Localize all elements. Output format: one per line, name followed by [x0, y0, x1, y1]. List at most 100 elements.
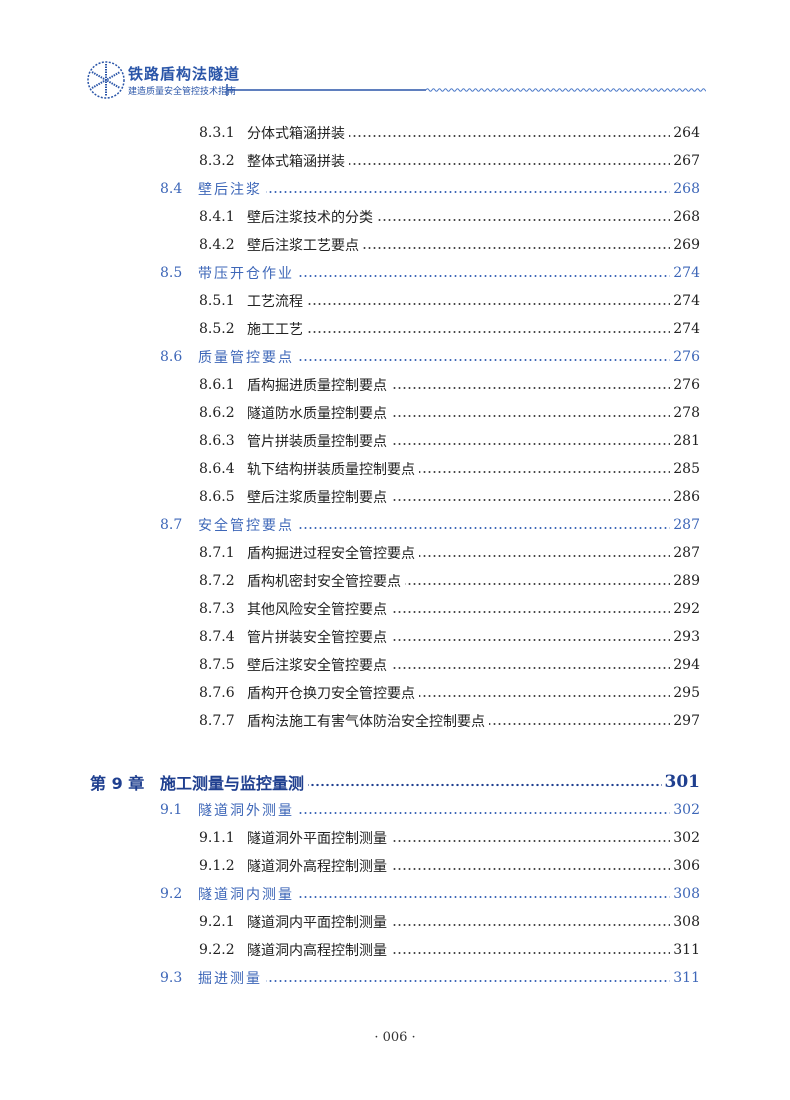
toc-entry[interactable]: 第 9 章 施工测量与监控量测 301: [0, 768, 790, 796]
entry-page: 268: [670, 181, 700, 197]
entry-title: 隧道洞外测量: [198, 800, 298, 820]
toc-entry[interactable]: 8.5.2 施工工艺 274: [0, 315, 790, 343]
entry-number: 8.3.1: [199, 125, 235, 141]
dot-leader: [198, 964, 698, 992]
toc-entry[interactable]: 8.7.2 盾构机密封安全管控要点 289: [0, 567, 790, 595]
entry-number: 8.7.5: [199, 657, 235, 673]
entry-page: 306: [670, 858, 700, 874]
entry-title: 带压开仓作业: [198, 263, 298, 283]
toc-entry[interactable]: 8.7 安全管控要点 287: [0, 511, 790, 539]
entry-number: 8.6.2: [199, 405, 235, 421]
entry-title: 壁后注浆技术的分类: [247, 207, 377, 227]
entry-page: 287: [670, 545, 700, 561]
toc-entry[interactable]: 8.7.5 壁后注浆安全管控要点 294: [0, 651, 790, 679]
entry-number: 8.7.2: [199, 573, 235, 589]
entry-number: 8.6.1: [199, 377, 235, 393]
toc-entry[interactable]: 8.7.7 盾构法施工有害气体防治安全控制要点 297: [0, 707, 790, 735]
entry-page: 264: [670, 125, 700, 141]
entry-number: 8.7.7: [199, 713, 235, 729]
entry-page: 286: [670, 489, 700, 505]
toc-entry[interactable]: 8.6.1 盾构掘进质量控制要点 276: [0, 371, 790, 399]
toc-entry[interactable]: 8.4 壁后注浆 268: [0, 175, 790, 203]
entry-page: 269: [670, 237, 700, 253]
entry-title: 壁后注浆质量控制要点: [247, 487, 391, 507]
entry-title: 盾构开仓换刀安全管控要点: [247, 683, 419, 703]
entry-title: 隧道防水质量控制要点: [247, 403, 391, 423]
entry-number: 8.7.1: [199, 545, 235, 561]
toc-entry[interactable]: 9.2 隧道洞内测量 308: [0, 880, 790, 908]
entry-title: 壁后注浆: [198, 179, 266, 199]
page-number: · 006 ·: [374, 1030, 416, 1045]
table-of-contents: 8.3.1 分体式箱涵拼装 264 8.3.2 整体式箱涵拼装 267 8.4 …: [0, 119, 790, 992]
toc-entry[interactable]: 8.7.4 管片拼装安全管控要点 293: [0, 623, 790, 651]
running-header: 铁路盾构法隧道 建造质量安全管控技术指南: [86, 60, 706, 106]
entry-page: 302: [670, 802, 700, 818]
entry-page: 268: [670, 209, 700, 225]
entry-title: 隧道洞外高程控制测量: [247, 856, 391, 876]
entry-title: 隧道洞内平面控制测量: [247, 912, 391, 932]
entry-page: 285: [670, 461, 700, 477]
toc-entry[interactable]: 8.5.1 工艺流程 274: [0, 287, 790, 315]
entry-number: 8.7: [160, 517, 183, 533]
dot-leader: [247, 287, 698, 315]
entry-title: 施工工艺: [247, 319, 307, 339]
toc-entry[interactable]: 8.4.2 壁后注浆工艺要点 269: [0, 231, 790, 259]
entry-number: 8.6.3: [199, 433, 235, 449]
toc-entry[interactable]: 8.7.1 盾构掘进过程安全管控要点 287: [0, 539, 790, 567]
entry-page: 302: [670, 830, 700, 846]
toc-entry[interactable]: 9.1.1 隧道洞外平面控制测量 302: [0, 824, 790, 852]
entry-number: 9.1: [160, 802, 183, 818]
toc-entry[interactable]: 8.6 质量管控要点 276: [0, 343, 790, 371]
toc-entry[interactable]: 8.3.2 整体式箱涵拼装 267: [0, 147, 790, 175]
entry-title: 盾构机密封安全管控要点: [247, 571, 405, 591]
entry-number: 8.7.6: [199, 685, 235, 701]
entry-page: 308: [670, 914, 700, 930]
toc-entry[interactable]: 9.1.2 隧道洞外高程控制测量 306: [0, 852, 790, 880]
entry-number: 9.2.1: [199, 914, 235, 930]
book-title: 铁路盾构法隧道: [128, 65, 241, 83]
entry-page: 294: [670, 657, 700, 673]
toc-entry[interactable]: 8.6.4 轨下结构拼装质量控制要点 285: [0, 455, 790, 483]
entry-number: 9.2: [160, 886, 183, 902]
entry-number: 9.3: [160, 970, 183, 986]
toc-entry[interactable]: 8.6.2 隧道防水质量控制要点 278: [0, 399, 790, 427]
entry-page: 311: [670, 942, 700, 958]
toc-entry[interactable]: 9.2.2 隧道洞内高程控制测量 311: [0, 936, 790, 964]
tunnel-segment-logo-icon: [87, 61, 125, 99]
toc-entry[interactable]: 8.5 带压开仓作业 274: [0, 259, 790, 287]
toc-entry[interactable]: 9.2.1 隧道洞内平面控制测量 308: [0, 908, 790, 936]
entry-page: 274: [670, 321, 700, 337]
toc-entry[interactable]: 9.1 隧道洞外测量 302: [0, 796, 790, 824]
entry-title: 隧道洞外平面控制测量: [247, 828, 391, 848]
entry-title: 隧道洞内测量: [198, 884, 298, 904]
entry-number: 8.7.3: [199, 601, 235, 617]
entry-title: 壁后注浆安全管控要点: [247, 655, 391, 675]
entry-number: 第 9 章: [90, 774, 145, 793]
toc-entry[interactable]: 8.4.1 壁后注浆技术的分类 268: [0, 203, 790, 231]
entry-number: 8.4.2: [199, 237, 235, 253]
entry-title: 工艺流程: [247, 291, 307, 311]
toc-entry[interactable]: 8.3.1 分体式箱涵拼装 264: [0, 119, 790, 147]
entry-page: 289: [670, 573, 700, 589]
entry-page: 287: [670, 517, 700, 533]
toc-entry[interactable]: 9.3 掘进测量 311: [0, 964, 790, 992]
entry-title: 掘进测量: [198, 968, 266, 988]
entry-number: 8.5.2: [199, 321, 235, 337]
toc-entry[interactable]: 8.7.6 盾构开仓换刀安全管控要点 295: [0, 679, 790, 707]
entry-number: 8.5: [160, 265, 183, 281]
entry-title: 壁后注浆工艺要点: [247, 235, 363, 255]
entry-number: 8.5.1: [199, 293, 235, 309]
entry-number: 9.2.2: [199, 942, 235, 958]
entry-title: 质量管控要点: [198, 347, 298, 367]
toc-entry[interactable]: 8.7.3 其他风险安全管控要点 292: [0, 595, 790, 623]
entry-number: 8.6.4: [199, 461, 235, 477]
toc-entry[interactable]: 8.6.3 管片拼装质量控制要点 281: [0, 427, 790, 455]
entry-title: 管片拼装质量控制要点: [247, 431, 391, 451]
entry-number: 8.7.4: [199, 629, 235, 645]
entry-page: 311: [670, 970, 700, 986]
entry-page: 301: [661, 772, 700, 792]
entry-title: 其他风险安全管控要点: [247, 599, 391, 619]
entry-number: 8.4: [160, 181, 183, 197]
entry-page: 295: [670, 685, 700, 701]
toc-entry[interactable]: 8.6.5 壁后注浆质量控制要点 286: [0, 483, 790, 511]
